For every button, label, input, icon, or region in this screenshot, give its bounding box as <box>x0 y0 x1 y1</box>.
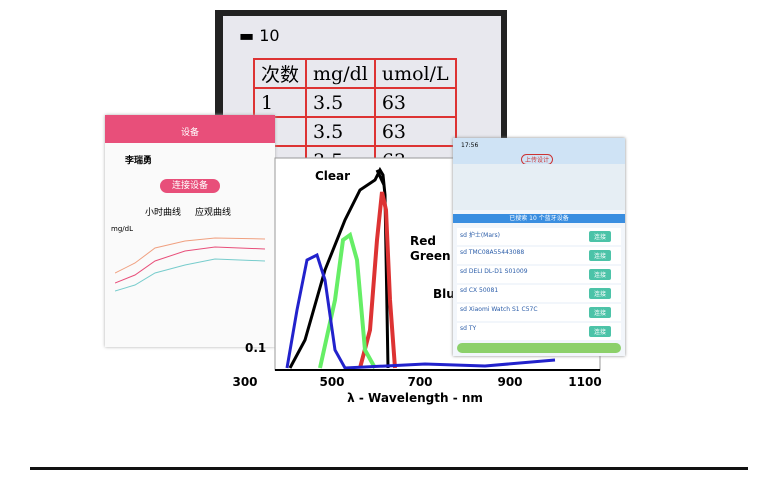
device-name: sd TY <box>460 325 477 332</box>
device-item: sd DELI DL-D1 S01009 连接 <box>457 266 621 283</box>
device-item: sd CX 50081 连接 <box>457 285 621 302</box>
divider <box>30 467 748 470</box>
device-item: sd TMC08A55443088 连接 <box>457 247 621 264</box>
clear-curve <box>288 166 390 369</box>
mini-chart <box>115 237 266 292</box>
device-button[interactable]: 连接 <box>588 231 611 242</box>
chart-label: Red <box>410 234 436 248</box>
illustration <box>453 164 625 210</box>
chart-label: 1100 <box>568 375 601 389</box>
battery-label: 10 <box>259 26 280 45</box>
device-button[interactable]: 连接 <box>588 250 611 261</box>
scan-button[interactable] <box>457 343 621 353</box>
tab[interactable]: 小时曲线 <box>145 208 182 218</box>
chart-label: 700 <box>407 375 432 389</box>
device-name: sd Xiaomi Watch S1 C57C <box>460 306 538 313</box>
device-button[interactable]: 连接 <box>588 288 611 299</box>
chart-label: 900 <box>497 375 522 389</box>
header-bar <box>453 138 625 164</box>
chart-label: Clear <box>315 169 350 183</box>
right-phone: 17:56 上传设计 已搜索 10 个蓝牙设备 sd 护士(Mars) 连接 sd … <box>453 138 625 356</box>
device-name: sd DELI DL-D1 S01009 <box>460 268 528 275</box>
table-cell: mg/dl <box>305 58 376 89</box>
chart-label: Blu <box>433 287 455 301</box>
table-cell: 1 <box>252 87 308 118</box>
curve <box>115 246 266 284</box>
chart-label: 500 <box>319 375 344 389</box>
app-title: 设备 <box>105 115 275 143</box>
y-unit: mg/dL <box>111 225 133 233</box>
table-cell: 63 <box>373 116 457 147</box>
left-phone: 设备 李瑞勇 连接设备 小时曲线 应观曲线 mg/dL <box>105 115 275 347</box>
curve <box>115 258 266 292</box>
device-button[interactable]: 连接 <box>588 326 611 337</box>
chart-label: Green <box>410 249 451 263</box>
device-name: sd TMC08A55443088 <box>460 249 525 256</box>
device-button[interactable]: 连接 <box>588 269 611 280</box>
time: 17:56 <box>461 142 479 149</box>
device-item: sd 护士(Mars) 连接 <box>457 228 621 245</box>
curve <box>115 237 266 274</box>
table-row: 1 3.5 63 <box>252 87 457 118</box>
device-item: sd TY 连接 <box>457 323 621 340</box>
device-item: sd Xiaomi Watch S1 C57C 连接 <box>457 304 621 321</box>
device-name: sd 护士(Mars) <box>460 232 500 239</box>
table-row: 次数 mg/dl umol/L <box>252 58 457 89</box>
connect-button[interactable]: 连接设备 <box>160 179 220 193</box>
table-cell: 3.5 <box>305 87 376 118</box>
device-name: sd CX 50081 <box>460 287 499 294</box>
user-name: 李瑞勇 <box>125 156 153 166</box>
search-bar: 已搜索 10 个蓝牙设备 <box>453 214 625 223</box>
table-cell: 3.5 <box>305 116 376 147</box>
chart-label: λ - Wavelength - nm <box>347 391 483 405</box>
table-cell: 63 <box>373 87 457 118</box>
table-cell: umol/L <box>373 58 457 89</box>
red-curve <box>358 191 397 369</box>
blue-curve <box>285 252 556 370</box>
tab[interactable]: 应观曲线 <box>195 208 232 218</box>
device-button[interactable]: 连接 <box>588 307 611 318</box>
battery: ▬ 10 <box>239 26 280 45</box>
chart-label: 0.1 <box>245 341 266 355</box>
green-curve <box>318 231 377 369</box>
chart-label: 300 <box>232 375 257 389</box>
table-cell: 次数 <box>252 58 308 89</box>
